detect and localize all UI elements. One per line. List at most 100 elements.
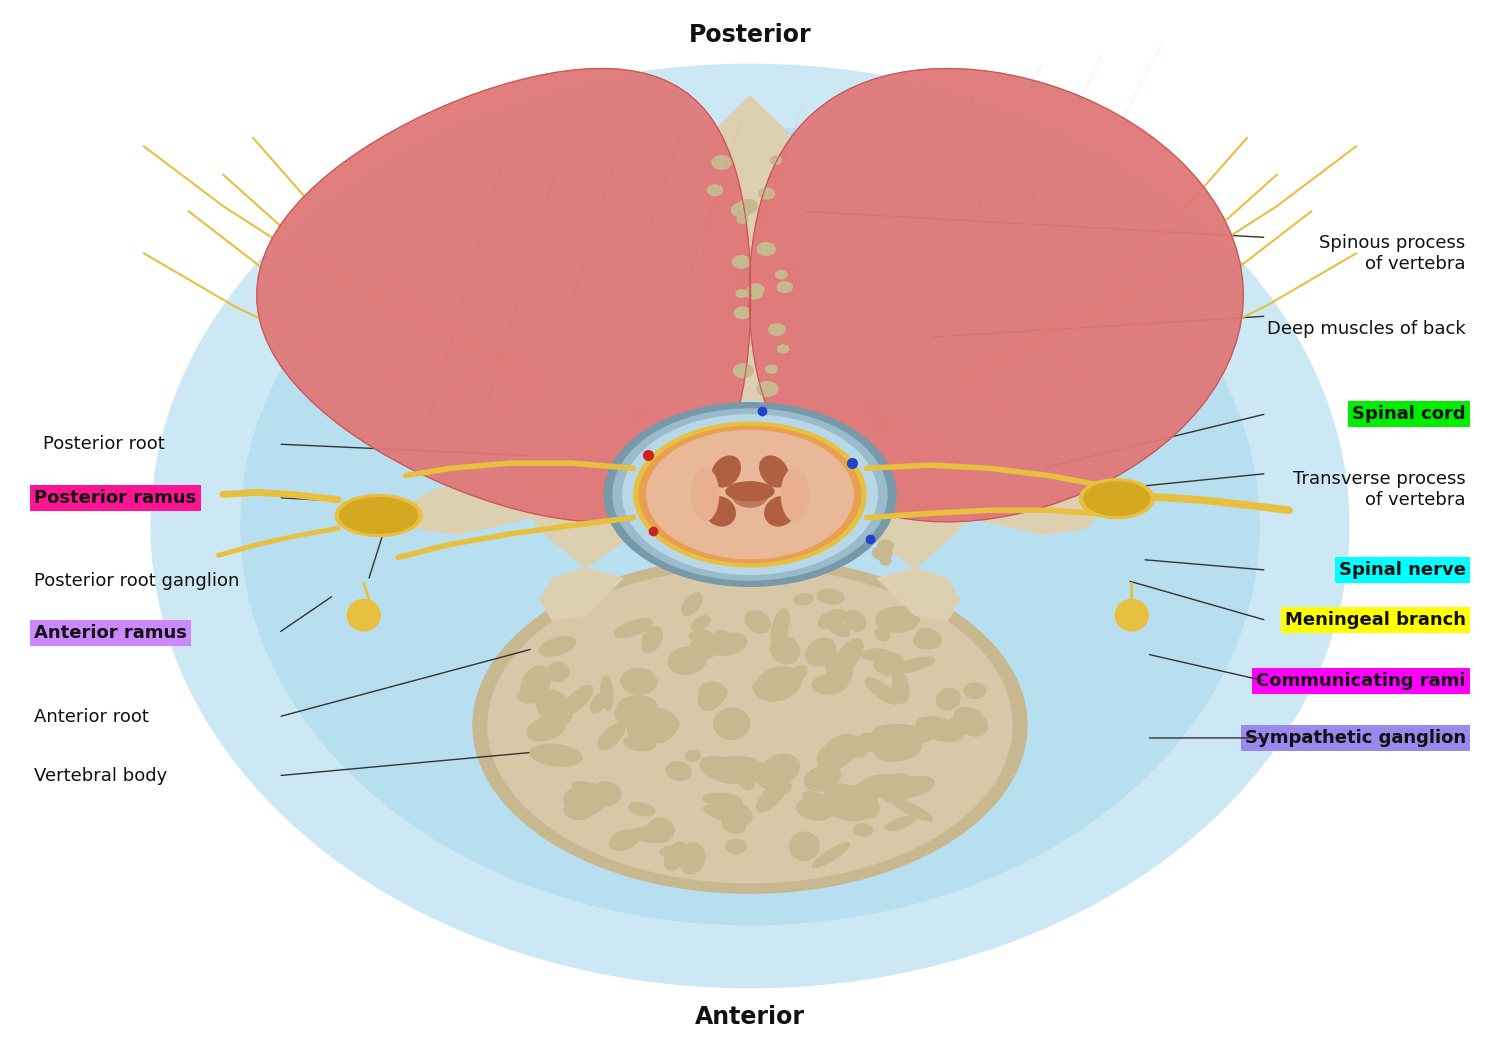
Circle shape [732,256,750,268]
Ellipse shape [914,631,942,649]
Circle shape [738,200,758,214]
Ellipse shape [765,497,795,526]
Text: Sympathetic ganglion: Sympathetic ganglion [1245,729,1466,747]
Circle shape [736,290,747,298]
Ellipse shape [692,632,714,650]
Ellipse shape [698,684,724,710]
Ellipse shape [876,628,890,641]
Circle shape [747,284,764,296]
Circle shape [859,401,880,416]
Ellipse shape [627,695,657,711]
Circle shape [768,324,784,336]
Ellipse shape [1080,479,1155,519]
Ellipse shape [698,630,728,660]
Ellipse shape [945,714,980,735]
Polygon shape [795,400,990,568]
Ellipse shape [722,816,746,833]
Circle shape [732,482,768,507]
Ellipse shape [624,735,656,751]
Ellipse shape [627,716,676,743]
Circle shape [708,185,723,196]
Ellipse shape [630,827,669,843]
Ellipse shape [879,774,914,803]
Ellipse shape [726,482,774,501]
Circle shape [873,418,891,430]
Ellipse shape [704,793,742,807]
Circle shape [735,307,750,319]
Ellipse shape [699,683,728,702]
Text: Deep muscles of back: Deep muscles of back [1268,320,1466,338]
Text: Posterior: Posterior [688,23,812,47]
Ellipse shape [892,800,933,821]
Ellipse shape [771,609,789,646]
Ellipse shape [822,734,861,765]
Ellipse shape [692,615,709,630]
Ellipse shape [827,620,849,636]
Ellipse shape [916,716,963,742]
Ellipse shape [825,652,852,684]
Polygon shape [540,568,622,621]
Ellipse shape [700,756,747,783]
Ellipse shape [874,652,904,675]
Ellipse shape [602,676,613,710]
Text: Spinal nerve: Spinal nerve [1338,561,1466,579]
Ellipse shape [794,593,813,605]
Ellipse shape [668,647,706,674]
Ellipse shape [530,744,582,766]
Circle shape [776,270,788,279]
Text: Meningeal branch: Meningeal branch [1284,611,1466,629]
Ellipse shape [892,671,909,703]
Ellipse shape [621,669,657,694]
Ellipse shape [639,426,861,563]
Text: Posterior ramus: Posterior ramus [34,489,197,507]
Ellipse shape [916,628,940,648]
Circle shape [758,382,778,397]
Ellipse shape [936,688,960,710]
Ellipse shape [782,468,808,521]
Ellipse shape [646,430,854,559]
Text: Spinous process
of vertebra: Spinous process of vertebra [1320,234,1466,272]
Ellipse shape [759,457,788,487]
Polygon shape [256,68,750,522]
Ellipse shape [788,666,807,682]
Ellipse shape [664,843,687,870]
Circle shape [759,188,774,199]
Ellipse shape [537,689,572,726]
Ellipse shape [548,663,568,682]
Ellipse shape [964,683,986,699]
Ellipse shape [855,774,901,798]
Ellipse shape [561,686,592,715]
Circle shape [765,365,777,373]
Ellipse shape [834,639,862,673]
Ellipse shape [520,666,550,702]
Text: Anterior root: Anterior root [34,708,148,726]
Ellipse shape [756,667,801,701]
Ellipse shape [526,716,566,741]
Ellipse shape [1084,482,1150,515]
Ellipse shape [746,611,771,633]
Ellipse shape [242,127,1258,925]
Ellipse shape [865,677,900,704]
Ellipse shape [876,607,920,632]
Ellipse shape [720,802,752,826]
Ellipse shape [819,665,842,693]
Ellipse shape [858,733,880,751]
Ellipse shape [818,609,846,628]
Polygon shape [510,400,705,568]
Ellipse shape [892,733,936,747]
Ellipse shape [712,756,765,781]
Ellipse shape [682,593,702,615]
Circle shape [630,408,645,419]
Ellipse shape [806,639,836,666]
Ellipse shape [796,798,832,821]
Polygon shape [702,96,798,400]
Ellipse shape [824,784,861,810]
Circle shape [746,287,762,299]
Circle shape [736,216,748,223]
Ellipse shape [598,724,624,750]
Circle shape [873,546,892,560]
Ellipse shape [836,786,879,818]
Ellipse shape [628,803,656,816]
Text: Anterior: Anterior [694,1005,806,1029]
Ellipse shape [853,824,871,836]
